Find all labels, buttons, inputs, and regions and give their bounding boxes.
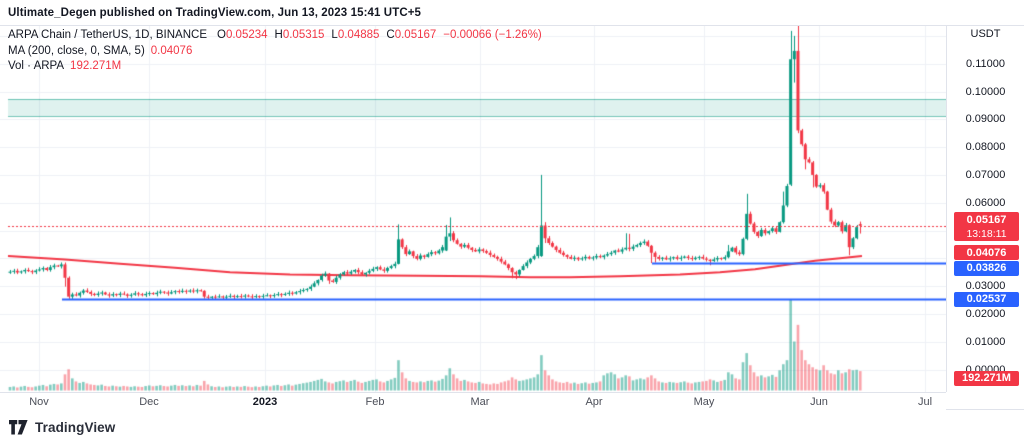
brand-text: TradingView [35,419,116,435]
ohlc-letter: C [386,29,395,41]
price-axis-label: 0.08000 [965,141,1006,154]
time-axis-label: Jul [917,396,933,408]
time-axis[interactable]: Nov Dec 2023 Feb Mar Apr May Jun Jul [0,392,946,411]
price-axis-label: 0.09000 [965,113,1006,126]
chart-legend: ARPA Chain / TetherUS, 1D, BINANCE O0.052… [8,28,542,75]
time-axis-label: May [693,396,715,408]
price-axis-label: 0.06000 [965,196,1006,209]
price-axis-label: 0.07000 [965,168,1006,181]
volume-label: Vol · ARPA [8,60,65,72]
ohlc-letter: L [331,29,338,41]
ohlc-value: 0.05315 [282,29,325,41]
ohlc-letter: H [274,29,283,41]
price-axis-label: 0.03000 [965,280,1006,293]
price-axis-label: 0.10000 [965,85,1006,98]
support2-price-badge: 0.02537 [954,291,1019,307]
time-axis-label: Nov [29,396,49,408]
chart-container: ARPA Chain / TetherUS, 1D, BINANCE O0.052… [0,25,1024,411]
time-axis-label: Apr [585,396,603,408]
tradingview-logo[interactable]: TradingView [9,419,116,435]
volume-value: 192.271M [70,60,122,72]
legend-volume-row[interactable]: Vol · ARPA 192.271M [8,59,542,75]
ma-label: MA (200, close, 0, SMA, 5) [8,44,145,57]
attribution-bar: Ultimate_Degen published on TradingView.… [0,0,1024,25]
price-axis-label: 0.11000 [966,57,1005,70]
time-axis-label: Dec [139,396,159,408]
price-axis[interactable]: USDT 0.11000 0.10000 0.09000 0.08000 0.07000… [946,26,1024,392]
symbol-title: ARPA Chain / TetherUS, 1D, BINANCE [8,29,207,41]
tradingview-logo-icon [9,419,28,434]
current-price-badge: 0.05167 13:18:11 [954,212,1019,241]
support1-price-badge: 0.03826 [954,260,1019,276]
change-value: −0.00066 (−1.26%) [443,29,542,41]
attribution-text: Ultimate_Degen published on TradingView.… [8,6,422,19]
legend-symbol-row[interactable]: ARPA Chain / TetherUS, 1D, BINANCE O0.052… [8,28,542,44]
axis-currency-label: USDT [970,28,1001,40]
volume-badge: 192.271M [954,370,1019,386]
footer-bar: TradingView [0,411,1024,443]
ohlc-value: 0.04885 [337,29,380,41]
ohlc-value: 0.05167 [394,29,437,41]
price-axis-label: 0.02000 [965,307,1006,320]
time-axis-label: 2023 [252,396,278,408]
ma-price-badge: 0.04076 [954,245,1019,260]
ohlc-values: O0.05234 H0.05315 L0.04885 C0.05167 [217,29,443,41]
ohlc-letter: O [217,29,226,41]
time-axis-label: Feb [365,396,385,408]
ma-value: 0.04076 [150,44,193,57]
legend-ma-row[interactable]: MA (200, close, 0, SMA, 5) 0.04076 [8,44,542,60]
price-axis-label: 0.01000 [965,335,1006,348]
time-axis-label: Jun [810,396,828,408]
time-axis-label: Mar [470,396,490,408]
price-chart-canvas[interactable] [0,26,946,392]
ohlc-value: 0.05234 [225,29,268,41]
